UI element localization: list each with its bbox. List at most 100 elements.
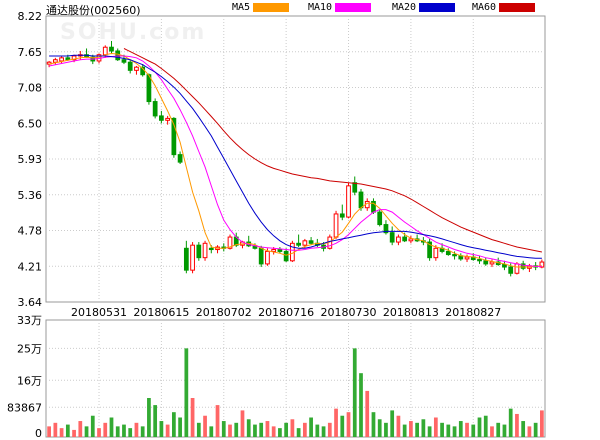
- candle: [165, 115, 171, 125]
- date-tick-label: 20180827: [445, 306, 501, 319]
- candle: [527, 263, 532, 273]
- volume-bar: [115, 426, 120, 437]
- candle: [389, 226, 395, 246]
- ma20-line: [49, 54, 542, 259]
- volume-bar: [72, 429, 76, 437]
- candle-body: [520, 263, 526, 269]
- volume-bar: [228, 424, 232, 437]
- legend-swatch: [499, 3, 536, 12]
- candle: [352, 176, 358, 196]
- candle-body: [258, 247, 264, 265]
- price-tick-label: 3.64: [18, 296, 43, 309]
- candle-body: [165, 117, 171, 121]
- candle-body: [452, 254, 457, 257]
- candle-body: [171, 117, 177, 156]
- candle-body: [196, 244, 202, 259]
- volume-bar: [458, 421, 463, 437]
- candle-body: [134, 66, 139, 71]
- volume-bar: [365, 390, 370, 437]
- volume-bar: [315, 424, 320, 437]
- volume-bar: [409, 421, 413, 437]
- volume-bar: [371, 412, 376, 437]
- volume-bar: [515, 413, 519, 437]
- volume-bar: [103, 422, 108, 437]
- volume-bar: [265, 421, 270, 437]
- volume-bars: [47, 348, 544, 437]
- candle-body: [308, 240, 314, 244]
- candle-body: [333, 213, 339, 238]
- volume-bar: [334, 408, 338, 437]
- volume-bar: [178, 417, 182, 437]
- volume-bar: [508, 408, 513, 437]
- candle-body: [464, 256, 470, 260]
- volume-bar: [259, 422, 264, 437]
- candle-body: [202, 242, 208, 259]
- price-tick-label: 8.22: [18, 10, 43, 23]
- candle: [84, 48, 89, 58]
- volume-bar: [140, 426, 145, 437]
- price-tick-label: 5.36: [18, 189, 43, 202]
- volume-bar: [433, 417, 438, 437]
- date-tick-label: 20180813: [383, 306, 439, 319]
- volume-bar: [483, 415, 488, 437]
- volume-bar: [327, 422, 332, 437]
- date-axis-labels: 20180531 20180615 20180702 20180716 20180730…: [71, 306, 501, 319]
- candle: [152, 98, 158, 119]
- candle-body: [408, 238, 414, 242]
- volume-bar: [359, 373, 363, 437]
- candle-body: [115, 50, 121, 61]
- volume-bar: [390, 410, 395, 437]
- volume-bar: [427, 426, 432, 437]
- volume-bar: [221, 421, 226, 437]
- candle-body: [483, 260, 489, 265]
- candle: [445, 248, 451, 256]
- candle: [383, 220, 389, 235]
- candle: [495, 257, 501, 266]
- candle: [339, 204, 345, 221]
- volume-bar: [396, 415, 401, 437]
- candle-body: [146, 74, 152, 103]
- volume-bar: [421, 419, 426, 437]
- volume-bar: [402, 424, 407, 437]
- volume-bar: [284, 422, 289, 437]
- candle-body: [283, 250, 289, 262]
- volume-bar: [246, 419, 251, 437]
- candle: [127, 59, 133, 74]
- candle: [52, 57, 58, 65]
- volume-bar: [271, 426, 276, 437]
- volume-bar: [209, 426, 214, 437]
- volume-bar: [171, 412, 176, 437]
- candle-body: [277, 249, 283, 252]
- candle-body: [159, 115, 164, 121]
- volume-bar: [440, 422, 444, 437]
- volume-bar: [502, 424, 507, 437]
- volume-tick-label: 0: [35, 427, 42, 440]
- candle: [396, 234, 401, 246]
- candle-body: [177, 154, 183, 163]
- ma5-line: [48, 52, 542, 268]
- volume-bar: [540, 410, 544, 437]
- volume-tick-label: 83867: [7, 401, 42, 414]
- ma10-line: [48, 55, 542, 267]
- legend-item-ma60: MA60: [472, 2, 536, 13]
- volume-bar: [340, 415, 345, 437]
- candle-body: [227, 236, 233, 249]
- candle-body: [102, 46, 108, 56]
- volume-bar: [97, 428, 101, 437]
- volume-bar: [165, 424, 170, 437]
- candle-body: [539, 261, 545, 268]
- price-tick-label: 7.65: [18, 46, 43, 59]
- volume-bar: [153, 405, 158, 437]
- candle-body: [71, 55, 77, 61]
- candle-body: [383, 224, 389, 234]
- candle-body: [109, 46, 114, 52]
- candle: [290, 240, 295, 263]
- legend-label: MA60: [472, 2, 497, 13]
- candlesticks: [46, 40, 545, 277]
- volume-grid: [45, 319, 546, 438]
- volume-bar: [184, 348, 189, 437]
- candle: [221, 243, 227, 252]
- candle-body: [427, 241, 432, 259]
- date-tick-label: 20180730: [321, 306, 377, 319]
